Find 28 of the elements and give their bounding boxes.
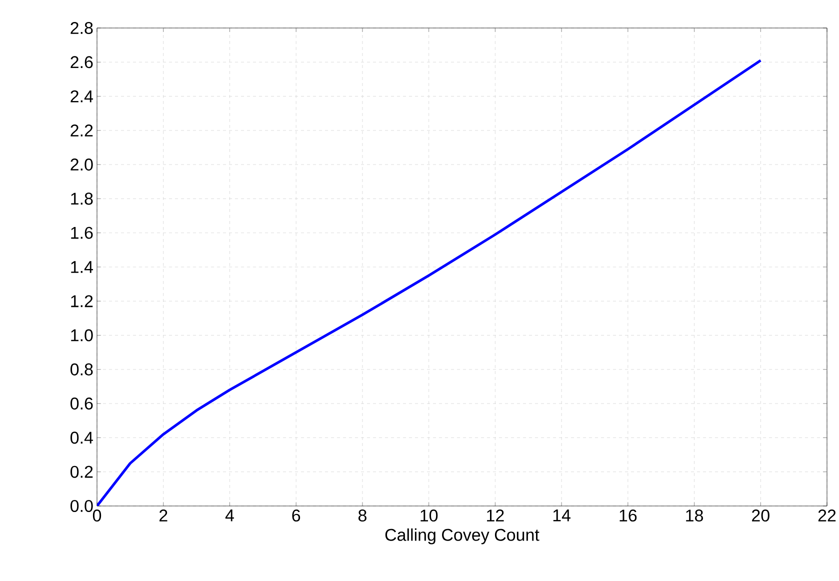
y-tick-label: 2.4: [70, 90, 93, 102]
y-tick-label: 0.4: [70, 432, 93, 444]
x-tick-label: 20: [752, 510, 770, 522]
y-tick-label: 2.6: [70, 56, 93, 68]
x-tick-label: 22: [818, 510, 836, 522]
x-tick-label: 0: [92, 510, 102, 522]
x-tick-label: 8: [358, 510, 366, 522]
y-tick-label: 1.4: [71, 261, 93, 273]
x-tick-label: 4: [225, 510, 234, 522]
x-tick-label: 10: [420, 510, 438, 522]
y-tick-label: 2.0: [70, 158, 93, 171]
y-tick-label: 2.2: [70, 124, 93, 136]
x-tick-label: 6: [292, 510, 300, 522]
y-tick-label: 1.6: [71, 226, 93, 239]
y-tick-label: 0.2: [70, 466, 93, 478]
y-tick-label: 1.2: [71, 295, 93, 308]
y-tick-label: 0.6: [70, 398, 93, 410]
x-tick-label: 18: [686, 510, 703, 522]
x-tick-label: 2: [160, 510, 168, 522]
y-tick-label: 2.8: [70, 22, 93, 34]
y-tick-label: 1.0: [71, 329, 93, 342]
x-tick-label: 14: [553, 510, 570, 522]
y-tick-label: 0.0: [70, 500, 93, 512]
x-tick-label: 16: [620, 510, 637, 522]
x-tick-label: 12: [487, 510, 504, 522]
y-tick-label: 0.8: [70, 363, 93, 376]
y-tick-label: 1.8: [71, 192, 93, 205]
x-axis-title: Calling Covey Count: [385, 528, 540, 544]
